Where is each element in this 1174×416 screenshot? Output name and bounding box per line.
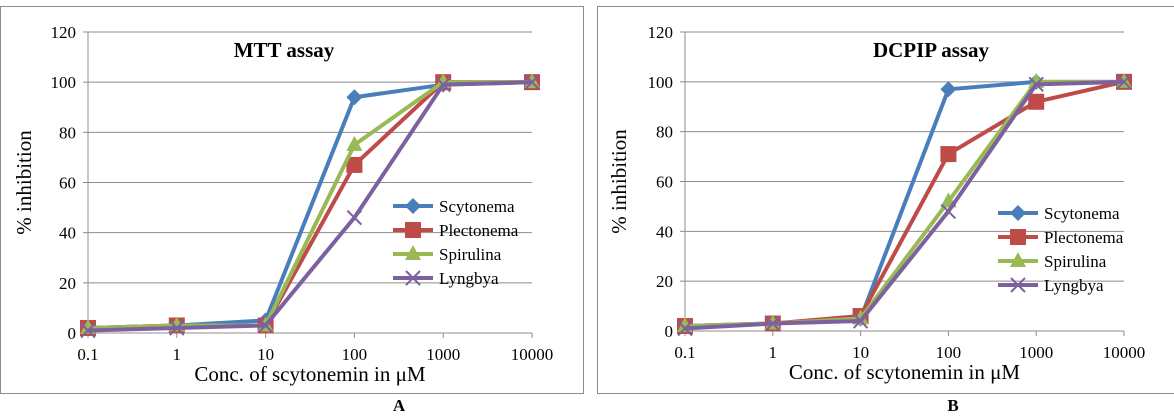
y-tick-label: 80 (59, 123, 76, 142)
x-axis-title: Conc. of scytonemin in μM (194, 362, 425, 386)
marker-stroke (677, 320, 693, 337)
y-tick-label: 120 (648, 23, 674, 42)
x-tick-label: 100 (936, 343, 962, 362)
y-tick-label: 100 (648, 73, 674, 92)
x-tick-label: 10000 (511, 345, 554, 364)
legend-marker-scytonema (1010, 205, 1026, 221)
y-axis-title: % inhibition (12, 130, 36, 235)
panel-label-b: B (947, 396, 959, 415)
marker-stroke (940, 203, 957, 220)
x-axis-title: Conc. of scytonemin in μM (789, 360, 1020, 384)
marker-stroke (1010, 277, 1026, 293)
data-point-lyngbya (346, 209, 363, 226)
legend-marker-lyngbya (1010, 277, 1026, 293)
chart-panel-b: 0 20 40 60 80 100 120 0.1 1 10 100 1000 10000 Conc. o… (597, 6, 1174, 394)
legend-label-scytonema: Scytonema (439, 197, 515, 216)
x-tick-label: 1000 (426, 345, 460, 364)
legend-label-spirulina: Spirulina (1044, 252, 1107, 271)
marker-stroke (80, 322, 96, 339)
data-point-lyngbya (524, 74, 540, 90)
x-tick-label: 0.1 (674, 343, 695, 362)
x-tick-label: 10 (257, 345, 274, 364)
mtt-chart: 0 20 40 60 80 100 120 0.1 1 10 100 1000 10000 Conc. o… (12, 23, 554, 386)
chart-title: DCPIP assay (873, 38, 990, 62)
data-point-spirulina (1116, 72, 1132, 88)
data-point-plectonema (346, 156, 363, 173)
data-point-lyngbya (765, 315, 781, 332)
x-tick-label: 1 (769, 343, 778, 362)
series-line-lyngbya (684, 79, 1125, 331)
data-point-plectonema (940, 146, 957, 163)
legend-label-plectonema: Plectonema (439, 221, 519, 240)
marker-stroke (1116, 74, 1132, 90)
data-point-lyngbya (677, 320, 693, 337)
x-tick-label: 10000 (1103, 343, 1146, 362)
y-tick-label: 0 (665, 322, 674, 341)
marker-stroke (435, 76, 451, 93)
y-tick-label: 120 (51, 23, 77, 42)
x-tick-label: 1 (173, 345, 182, 364)
data-point-lyngbya (1028, 76, 1044, 93)
marker-stroke (169, 320, 185, 336)
legend-label-scytonema: Scytonema (1044, 204, 1120, 223)
y-tick-label: 20 (656, 272, 673, 291)
series-line-lyngbya (87, 80, 533, 333)
legend-marker-lyngbya (405, 270, 421, 286)
data-point-lyngbya (940, 203, 957, 220)
legend-label-spirulina: Spirulina (439, 245, 502, 264)
marker-stroke (1028, 76, 1044, 93)
panel-label-a: A (392, 396, 406, 415)
x-tick-label: 100 (342, 345, 368, 364)
chart-title: MTT assay (234, 38, 335, 62)
data-point-lyngbya (852, 313, 869, 329)
marker-stroke (405, 270, 421, 286)
y-tick-label: 60 (59, 174, 76, 193)
data-point-lyngbya (1116, 74, 1132, 90)
dcpip-chart: 0 20 40 60 80 100 120 0.1 1 10 100 1000 10000 Conc. o… (607, 23, 1146, 384)
chart-panel-a: 0 20 40 60 80 100 120 0.1 1 10 100 1000 10000 Conc. o… (0, 6, 584, 394)
data-point-scytonema (346, 89, 363, 106)
legend-marker-plectonema (405, 222, 421, 238)
legend-label-plectonema: Plectonema (1044, 228, 1124, 247)
data-point-plectonema (1028, 93, 1045, 110)
y-tick-label: 80 (656, 123, 673, 142)
y-tick-label: 40 (656, 222, 673, 241)
marker-stroke (852, 313, 869, 329)
x-tick-label: 1000 (1019, 343, 1053, 362)
data-point-spirulina (346, 135, 363, 151)
marker-stroke (257, 317, 274, 334)
data-point-lyngbya (169, 320, 185, 336)
legend-label-lyngbya: Lyngbya (439, 269, 499, 288)
y-tick-label: 20 (59, 274, 76, 293)
legend-marker-spirulina (405, 245, 421, 260)
legend-label-lyngbya: Lyngbya (1044, 276, 1104, 295)
legend-marker-scytonema (405, 198, 421, 214)
marker-stroke (346, 209, 363, 226)
data-point-lyngbya (257, 317, 274, 334)
legend-marker-plectonema (1010, 229, 1026, 245)
series-line-spirulina (87, 80, 532, 330)
y-tick-label: 60 (656, 173, 673, 192)
marker-stroke (524, 74, 540, 90)
marker-stroke (765, 315, 781, 332)
x-tick-label: 10 (852, 343, 869, 362)
y-tick-label: 100 (51, 73, 77, 92)
data-point-spirulina (524, 73, 540, 89)
y-tick-label: 0 (68, 324, 77, 343)
legend-marker-spirulina (1010, 252, 1026, 267)
y-axis-title: % inhibition (607, 129, 631, 234)
data-point-scytonema (940, 81, 957, 98)
y-tick-label: 40 (59, 224, 76, 243)
data-point-lyngbya (80, 322, 96, 339)
data-point-lyngbya (435, 76, 451, 93)
x-tick-label: 0.1 (77, 345, 98, 364)
